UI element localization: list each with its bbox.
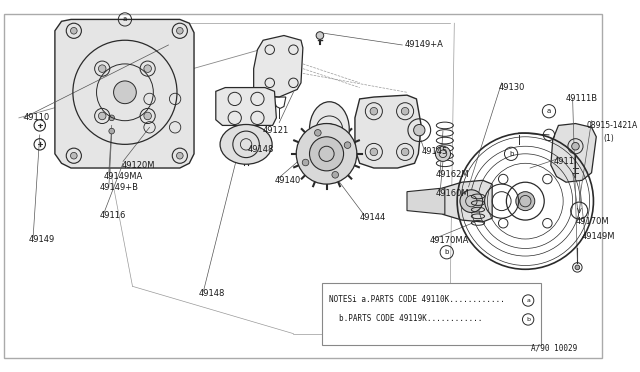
Circle shape (316, 32, 324, 39)
Circle shape (177, 28, 183, 34)
Circle shape (460, 190, 483, 212)
Text: 49149M: 49149M (581, 232, 614, 241)
Text: NOTESi a.PARTS CODE 49110K............: NOTESi a.PARTS CODE 49110K............ (330, 295, 505, 304)
Text: A/90 10029: A/90 10029 (531, 344, 577, 353)
Circle shape (572, 142, 579, 150)
Polygon shape (216, 87, 276, 125)
Circle shape (401, 148, 409, 156)
Circle shape (177, 153, 183, 159)
Text: 49110: 49110 (24, 113, 50, 122)
Ellipse shape (220, 125, 272, 164)
Text: 49144: 49144 (360, 213, 386, 222)
Text: 49148: 49148 (199, 289, 225, 298)
Polygon shape (55, 19, 194, 168)
Circle shape (310, 137, 344, 171)
Circle shape (332, 171, 339, 178)
Polygon shape (137, 92, 184, 135)
Bar (322, 283, 541, 345)
Text: 49160M: 49160M (435, 189, 469, 198)
Text: 49121: 49121 (263, 126, 289, 135)
Polygon shape (407, 188, 445, 214)
Circle shape (370, 108, 378, 115)
Ellipse shape (310, 102, 349, 157)
Circle shape (314, 129, 321, 136)
Polygon shape (355, 95, 421, 168)
Text: 49149+A: 49149+A (404, 41, 443, 49)
Polygon shape (253, 35, 303, 97)
Circle shape (344, 142, 351, 148)
Text: b: b (526, 317, 530, 322)
Circle shape (144, 65, 152, 73)
Circle shape (435, 146, 451, 161)
Text: a: a (123, 16, 127, 22)
Text: 49130: 49130 (499, 83, 525, 92)
Text: 4911I: 4911I (554, 157, 577, 166)
Text: a: a (526, 298, 530, 303)
Text: 49149: 49149 (28, 234, 54, 244)
Text: b: b (445, 249, 449, 255)
Text: 49162M: 49162M (435, 170, 469, 179)
Circle shape (296, 124, 357, 184)
Text: 49145: 49145 (421, 147, 447, 157)
Text: 49148: 49148 (248, 145, 275, 154)
Circle shape (401, 108, 409, 115)
Circle shape (413, 125, 425, 136)
Circle shape (99, 65, 106, 73)
Circle shape (109, 128, 115, 134)
Circle shape (113, 81, 136, 104)
Text: 49111B: 49111B (566, 94, 598, 103)
Text: b: b (509, 151, 513, 157)
Text: 49140: 49140 (275, 176, 301, 185)
Text: 08915-1421A: 08915-1421A (587, 121, 638, 130)
Circle shape (370, 148, 378, 156)
Text: (1): (1) (604, 134, 614, 143)
Circle shape (516, 192, 535, 211)
Text: 49120M: 49120M (121, 161, 155, 170)
Text: 49149MA: 49149MA (104, 172, 143, 181)
Text: V: V (577, 208, 582, 214)
Circle shape (70, 153, 77, 159)
Text: 49170MA: 49170MA (429, 236, 469, 246)
Circle shape (70, 28, 77, 34)
Text: 49149+B: 49149+B (99, 183, 138, 192)
Circle shape (144, 112, 152, 120)
Polygon shape (551, 124, 596, 182)
Text: b.PARTS CODE 49119K............: b.PARTS CODE 49119K............ (339, 314, 482, 323)
Text: a: a (547, 108, 551, 114)
Circle shape (99, 112, 106, 120)
Circle shape (575, 265, 580, 270)
Circle shape (109, 115, 115, 121)
Circle shape (302, 159, 309, 166)
Text: 49116: 49116 (99, 211, 125, 220)
Polygon shape (443, 180, 492, 222)
Text: 49170M: 49170M (575, 218, 609, 227)
